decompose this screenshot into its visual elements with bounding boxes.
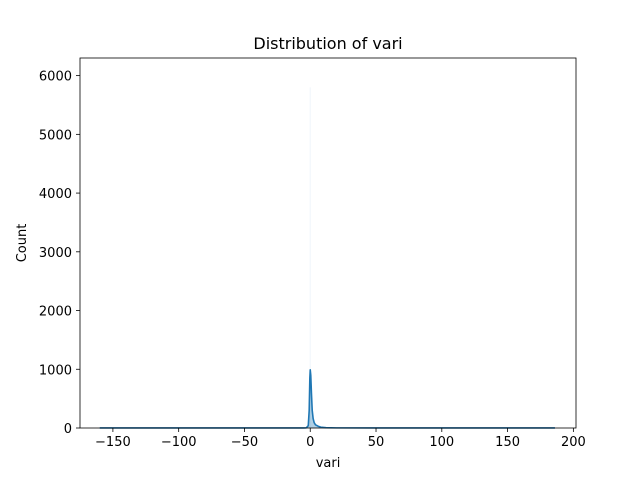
y-tick-label: 6000	[39, 70, 72, 85]
x-tick-label: −150	[95, 435, 131, 450]
x-tick-label: −50	[231, 435, 258, 450]
y-axis-ticks: 0 1000 2000 3000 4000 5000 6000	[39, 70, 80, 437]
x-tick-label: 0	[306, 435, 314, 450]
y-tick-label: 0	[64, 422, 72, 437]
y-tick-label: 1000	[39, 363, 72, 378]
x-tick-label: 100	[429, 435, 454, 450]
x-axis-label: vari	[316, 456, 341, 471]
axes-frame	[79, 57, 577, 429]
histogram-bar	[309, 87, 311, 428]
y-tick-label: 3000	[39, 246, 72, 261]
x-axis-ticks: −150 −100 −50 0 50 100 150 200	[95, 428, 586, 450]
y-tick-label: 2000	[39, 305, 72, 320]
y-tick-label: 4000	[39, 187, 72, 202]
x-tick-label: 150	[495, 435, 520, 450]
chart-title: Distribution of vari	[253, 34, 402, 53]
x-tick-label: 200	[561, 435, 586, 450]
y-axis-label: Count	[15, 224, 30, 263]
x-tick-label: −100	[161, 435, 197, 450]
x-tick-label: 50	[368, 435, 385, 450]
y-tick-label: 5000	[39, 128, 72, 143]
